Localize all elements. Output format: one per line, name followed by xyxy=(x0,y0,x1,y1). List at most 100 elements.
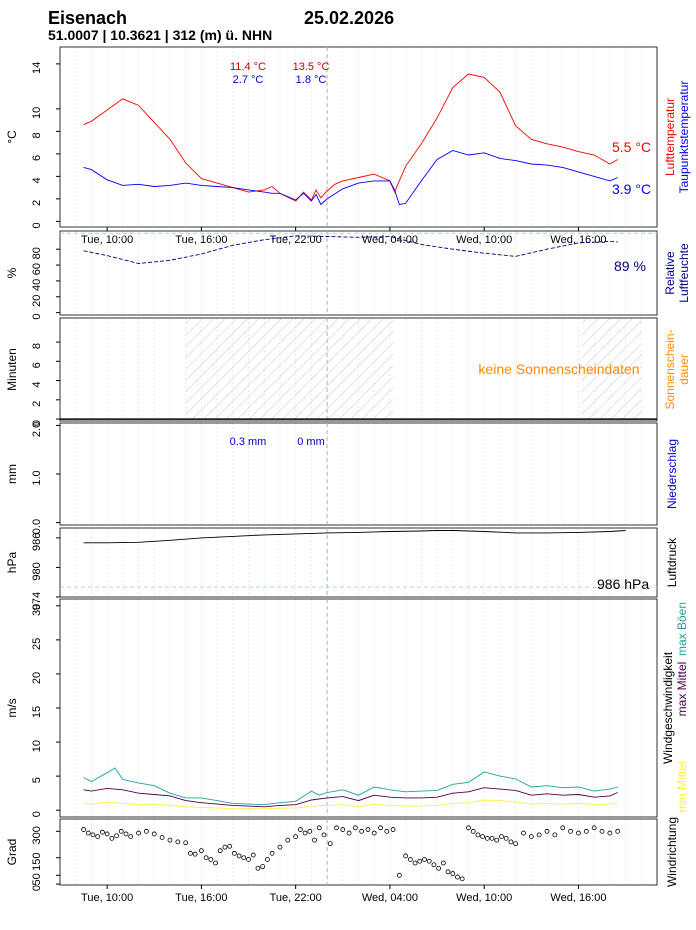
y-tick-label: 4 xyxy=(31,382,43,388)
y-tick-label: 15 xyxy=(31,706,43,718)
y-tick-label: 0.0 xyxy=(31,519,43,534)
winddir-point xyxy=(198,848,204,854)
panel-frame xyxy=(59,46,658,228)
winddir-point xyxy=(307,828,313,834)
y-tick-label: 20 xyxy=(31,672,43,684)
annot-day2-dew: 1.8 °C xyxy=(296,74,327,86)
last-pressure-label: 986 hPa xyxy=(597,576,649,592)
winddir-point xyxy=(85,830,91,836)
annot-day2-temp: 13.5 °C xyxy=(293,61,330,73)
winddir-point xyxy=(213,860,218,866)
winddir-point xyxy=(227,843,233,849)
y-axis-label: % xyxy=(5,267,19,278)
winddir-point xyxy=(431,862,437,868)
winddir-point xyxy=(378,825,383,831)
winddir-point xyxy=(499,834,504,839)
panel-frame xyxy=(59,598,658,818)
winddir-point xyxy=(445,869,451,875)
last-humidity-label: 89 % xyxy=(614,258,646,274)
winddir-point xyxy=(576,830,581,836)
right-label-temp: Lufttemperatur xyxy=(663,98,677,176)
y-axis-label: °C xyxy=(5,130,19,144)
y-tick-label: 1.0 xyxy=(31,470,43,485)
x-tick-label: Wed, 10:00 xyxy=(456,892,512,904)
sunshine-nodata-area xyxy=(581,319,642,420)
winddir-point xyxy=(615,828,621,834)
winddir-point xyxy=(302,830,308,836)
y-tick-label: 10 xyxy=(31,107,43,119)
winddir-point xyxy=(293,834,299,839)
y-tick-label: 60 xyxy=(31,263,43,275)
legend-gust: max Böen xyxy=(675,602,689,656)
winddir-point xyxy=(390,827,396,832)
winddir-point xyxy=(246,857,251,862)
winddir-point xyxy=(422,857,427,862)
winddir-point xyxy=(217,848,223,854)
panel-frame xyxy=(59,317,658,422)
dew-series-line xyxy=(83,150,618,206)
panel-frame xyxy=(59,230,658,316)
y-tick-label: 974 xyxy=(31,592,43,610)
right-label-1: Relative xyxy=(663,251,677,295)
winddir-point xyxy=(128,834,134,839)
winddir-point xyxy=(436,865,442,871)
winddir-point xyxy=(100,829,105,835)
winddir-point xyxy=(450,871,456,876)
annot-day1-temp: 11.4 °C xyxy=(230,61,266,73)
winddir-point xyxy=(264,857,270,862)
winddir-point xyxy=(459,876,465,882)
winddir-point xyxy=(470,828,476,834)
winddir-point xyxy=(187,850,193,856)
right-label-1: Windrichtung xyxy=(665,817,679,887)
y-axis-label: Grad xyxy=(5,839,19,866)
winddir-point xyxy=(123,831,129,837)
winddir-point xyxy=(403,853,409,859)
winddir-point xyxy=(583,828,589,834)
winddir-point xyxy=(591,825,597,831)
winddir-point xyxy=(521,830,526,836)
panel-frame xyxy=(59,422,658,526)
winddir-point xyxy=(352,825,358,831)
y-tick-label: 2 xyxy=(31,200,43,206)
right-label-1: Niederschlag xyxy=(665,439,679,509)
y-axis-label: m/s xyxy=(5,698,19,717)
winddir-point xyxy=(175,839,181,845)
y-tick-label: 20 xyxy=(31,295,43,307)
y-axis-label: hPa xyxy=(5,552,19,574)
winddir-point xyxy=(494,837,500,843)
y-tick-label: 14 xyxy=(31,62,43,74)
y-tick-label: 5 xyxy=(31,777,43,783)
winddir-point xyxy=(371,830,377,836)
gust-series-line xyxy=(83,767,618,806)
y-tick-label: 0 xyxy=(31,811,43,817)
y-tick-label: 8 xyxy=(31,132,43,138)
winddir-point xyxy=(407,857,413,862)
winddir-point xyxy=(412,860,418,866)
winddir-point xyxy=(208,857,214,862)
x-tick-label: Tue, 16:00 xyxy=(175,892,227,904)
winddir-point xyxy=(231,850,237,856)
winddir-point xyxy=(607,830,613,836)
last-dew-label: 3.9 °C xyxy=(612,181,651,197)
winddir-point xyxy=(312,837,317,843)
sunshine-nodata-area xyxy=(185,319,394,420)
min-mean-series-line xyxy=(83,799,618,810)
winddir-point xyxy=(192,851,198,857)
winddir-point xyxy=(503,835,509,841)
report-date: 25.02.2026 xyxy=(304,8,395,28)
y-tick-label: 40 xyxy=(31,279,43,291)
winddir-point xyxy=(417,858,423,864)
sunshine-nodata-message: keine Sonnenscheindaten xyxy=(478,361,639,377)
winddir-point xyxy=(136,830,141,836)
y-tick-label: 0 xyxy=(31,420,43,426)
winddir-point xyxy=(513,841,519,847)
winddir-point xyxy=(599,828,605,834)
winddir-point xyxy=(327,841,333,847)
y-tick-label: 50 xyxy=(31,873,43,885)
winddir-point xyxy=(316,825,322,831)
y-tick-label: 2.0 xyxy=(31,422,43,437)
winddir-point xyxy=(90,832,96,838)
legend-min-mean: min Mittel xyxy=(675,761,689,812)
right-label-2: dauer xyxy=(677,354,691,385)
